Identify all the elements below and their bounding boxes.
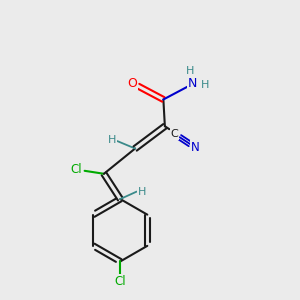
Text: Cl: Cl: [70, 163, 82, 176]
Text: N: N: [191, 140, 200, 154]
Text: H: H: [186, 66, 194, 76]
Text: H: H: [138, 187, 146, 196]
Text: H: H: [201, 80, 209, 90]
Text: H: H: [108, 135, 116, 145]
Text: C: C: [171, 129, 178, 139]
Text: Cl: Cl: [115, 275, 126, 288]
Text: O: O: [127, 77, 137, 90]
Text: N: N: [188, 77, 197, 90]
